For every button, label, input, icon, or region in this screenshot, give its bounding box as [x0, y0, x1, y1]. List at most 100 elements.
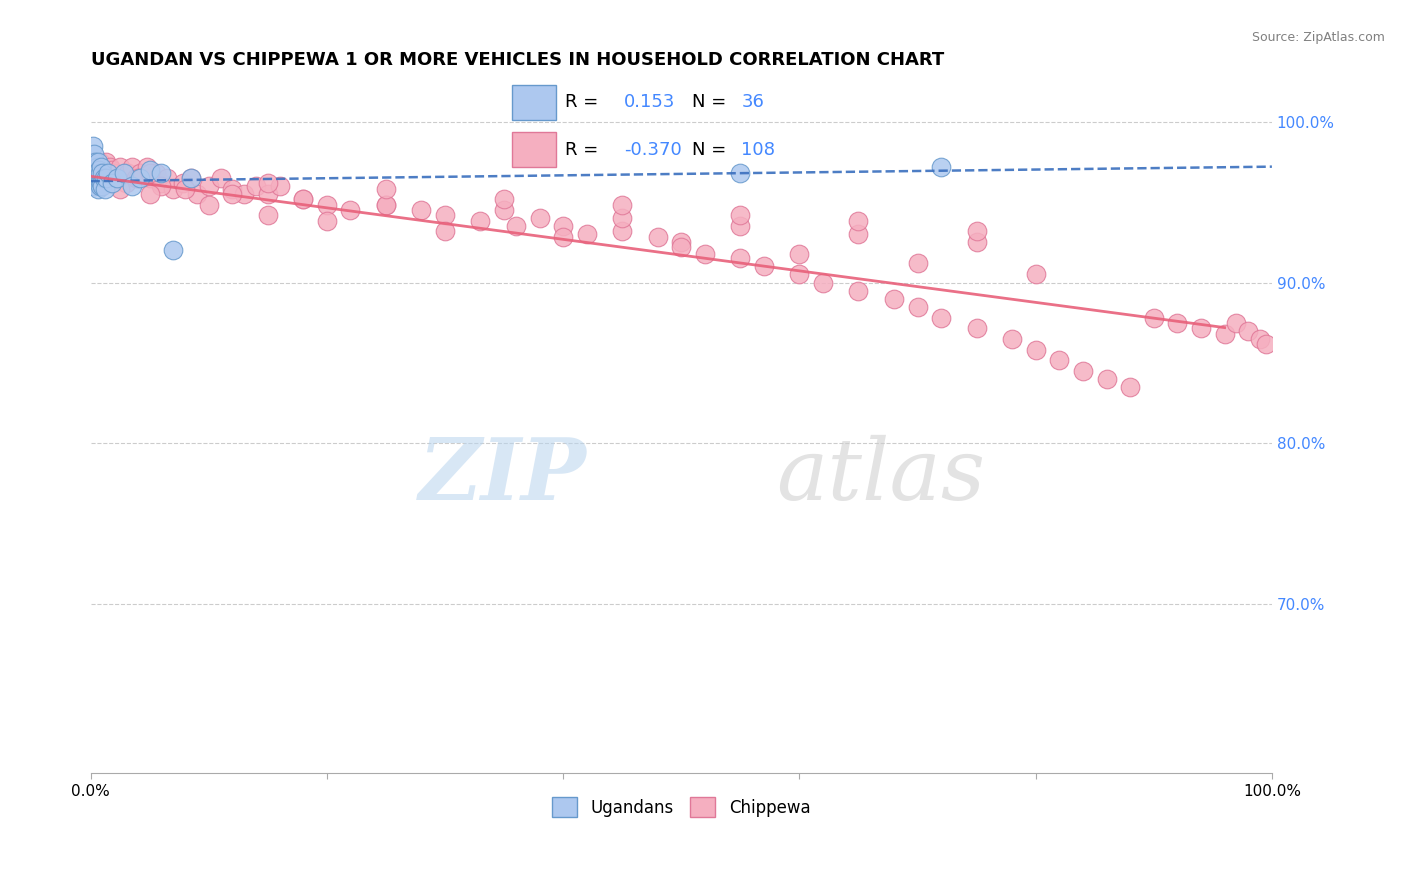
- Point: [180, 170, 202, 185]
- Point: [90, 170, 112, 185]
- Point: [89, 178, 111, 193]
- Point: [97, 176, 120, 190]
- Point: [162, 182, 184, 196]
- Point: [105, 170, 128, 185]
- Point: [138, 162, 160, 177]
- Point: [197, 198, 219, 212]
- Point: [86, 166, 108, 180]
- Point: [647, 230, 669, 244]
- Point: [108, 182, 131, 196]
- Point: [730, 208, 752, 222]
- Point: [83, 146, 105, 161]
- Point: [138, 170, 160, 185]
- Point: [575, 227, 598, 242]
- Point: [1189, 320, 1212, 334]
- Point: [174, 182, 197, 196]
- Point: [1025, 343, 1047, 358]
- Point: [1095, 372, 1118, 386]
- Point: [789, 246, 811, 260]
- Point: [98, 160, 121, 174]
- Text: ZIP: ZIP: [419, 434, 586, 517]
- Point: [101, 162, 124, 177]
- Point: [292, 192, 315, 206]
- FancyBboxPatch shape: [512, 85, 555, 120]
- Point: [136, 160, 159, 174]
- FancyBboxPatch shape: [512, 132, 555, 167]
- Point: [883, 292, 905, 306]
- Point: [470, 214, 492, 228]
- Point: [693, 246, 716, 260]
- Point: [966, 224, 988, 238]
- Point: [1025, 268, 1047, 282]
- Point: [245, 178, 267, 193]
- Point: [612, 198, 634, 212]
- Point: [233, 187, 256, 202]
- Point: [1254, 336, 1277, 351]
- Point: [730, 166, 752, 180]
- Point: [145, 166, 167, 180]
- Point: [87, 166, 110, 180]
- Point: [907, 300, 929, 314]
- Point: [671, 235, 693, 250]
- Point: [93, 170, 115, 185]
- Point: [752, 260, 775, 274]
- Point: [83, 178, 105, 193]
- Point: [434, 224, 457, 238]
- Point: [315, 198, 337, 212]
- Point: [82, 138, 104, 153]
- Point: [90, 170, 112, 185]
- Point: [374, 198, 396, 212]
- Point: [1143, 310, 1166, 325]
- Point: [124, 170, 146, 185]
- Point: [612, 224, 634, 238]
- Point: [87, 162, 110, 177]
- Point: [87, 176, 110, 190]
- Point: [115, 176, 138, 190]
- Point: [94, 166, 117, 180]
- Point: [730, 219, 752, 234]
- Point: [86, 166, 108, 180]
- Point: [127, 170, 149, 185]
- Point: [1213, 326, 1236, 341]
- Point: [1166, 316, 1188, 330]
- Point: [86, 182, 108, 196]
- Point: [553, 230, 575, 244]
- Point: [86, 154, 108, 169]
- Point: [1047, 352, 1070, 367]
- Point: [292, 192, 315, 206]
- Point: [156, 170, 179, 185]
- Point: [83, 160, 105, 174]
- Point: [1225, 316, 1247, 330]
- Point: [221, 182, 243, 196]
- Text: UGANDAN VS CHIPPEWA 1 OR MORE VEHICLES IN HOUSEHOLD CORRELATION CHART: UGANDAN VS CHIPPEWA 1 OR MORE VEHICLES I…: [90, 51, 943, 69]
- Point: [1237, 324, 1260, 338]
- Point: [80, 154, 103, 169]
- Text: N =: N =: [692, 141, 725, 159]
- Point: [86, 160, 108, 174]
- Text: R =: R =: [565, 141, 598, 159]
- Point: [91, 178, 114, 193]
- Point: [90, 160, 112, 174]
- Point: [90, 176, 112, 190]
- Point: [150, 166, 173, 180]
- Point: [108, 160, 131, 174]
- Text: R =: R =: [565, 94, 598, 112]
- Point: [112, 166, 135, 180]
- Point: [848, 284, 870, 298]
- Point: [612, 211, 634, 226]
- Point: [209, 170, 232, 185]
- Point: [339, 203, 361, 218]
- Point: [138, 166, 160, 180]
- Point: [553, 219, 575, 234]
- Point: [256, 208, 278, 222]
- Point: [505, 219, 527, 234]
- Point: [1001, 332, 1024, 346]
- Text: atlas: atlas: [776, 434, 984, 517]
- Point: [848, 227, 870, 242]
- Point: [186, 187, 208, 202]
- Point: [1071, 364, 1094, 378]
- Point: [315, 214, 337, 228]
- Point: [82, 160, 104, 174]
- Point: [1119, 380, 1142, 394]
- Point: [848, 214, 870, 228]
